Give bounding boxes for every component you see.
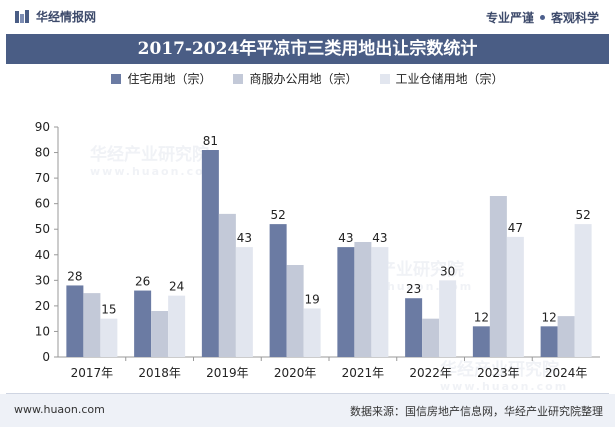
y-tick-label: 10 <box>35 324 50 338</box>
x-tick-label: 2018年 <box>138 366 181 380</box>
bar <box>235 247 253 357</box>
bar <box>303 308 321 357</box>
x-tick-label: 2020年 <box>274 366 317 380</box>
legend-swatch-residential <box>111 73 122 84</box>
bar <box>422 318 440 357</box>
bar <box>371 247 389 357</box>
legend-label-residential: 住宅用地（宗） <box>127 72 212 86</box>
data-label: 12 <box>541 310 556 324</box>
tagline-right: 客观科学 <box>550 11 599 25</box>
data-label: 52 <box>270 208 285 222</box>
watermark-url: www.huaon.com <box>440 380 569 393</box>
data-label: 52 <box>575 208 590 222</box>
watermark: 华经产业研究院 www.huaon.com <box>90 140 218 178</box>
tagline-dot-icon <box>539 15 545 20</box>
chart-legend: 住宅用地（宗） 商服办公用地（宗） 工业仓储用地（宗） <box>0 70 615 87</box>
y-tick-label: 30 <box>35 273 50 287</box>
watermark-text: 华经产业研究院 <box>90 145 209 165</box>
footer-website-link[interactable]: www.huaon.com <box>14 403 105 416</box>
x-tick-label: 2023年 <box>477 366 520 380</box>
data-label: 43 <box>338 231 353 245</box>
brand-logo[interactable]: 华经情报网 <box>14 8 96 25</box>
watermark-url: www.huaon.com <box>90 165 219 178</box>
bar <box>354 242 372 357</box>
y-tick-label: 80 <box>35 146 50 160</box>
footer-source: 数据来源：国信房地产信息网，华经产业研究院整理 <box>350 405 603 418</box>
watermark: 华经产业研究院 www.huaon.com <box>440 355 568 393</box>
x-tick-label: 2019年 <box>206 366 249 380</box>
legend-item-industrial: 工业仓储用地（宗） <box>379 70 504 87</box>
y-tick-label: 70 <box>35 171 50 185</box>
bar <box>557 316 575 357</box>
bar <box>439 280 457 357</box>
bar <box>286 265 304 357</box>
bar <box>540 326 558 357</box>
y-tick-label: 50 <box>35 222 50 236</box>
bar <box>66 285 84 357</box>
bar <box>201 150 219 357</box>
y-tick-label: 40 <box>35 248 50 262</box>
data-label: 19 <box>304 292 319 306</box>
legend-swatch-industrial <box>379 73 390 84</box>
data-label: 30 <box>440 264 455 278</box>
y-tick-label: 20 <box>35 299 50 313</box>
x-tick-label: 2017年 <box>71 366 114 380</box>
footer-divider <box>6 393 609 394</box>
data-label: 43 <box>372 231 387 245</box>
legend-label-commercial: 商服办公用地（宗） <box>249 72 358 86</box>
legend-item-commercial: 商服办公用地（宗） <box>233 70 358 87</box>
bar <box>574 224 592 357</box>
brand-name: 华经情报网 <box>36 10 97 24</box>
tagline-left: 专业严谨 <box>485 11 534 25</box>
y-tick-label: 0 <box>42 350 50 364</box>
watermark-text: 华经产业研究院 <box>440 360 559 380</box>
data-label: 26 <box>135 275 150 289</box>
data-label: 24 <box>169 280 184 294</box>
bar <box>269 224 287 357</box>
legend-label-industrial: 工业仓储用地（宗） <box>395 72 504 86</box>
data-label: 12 <box>474 310 489 324</box>
x-tick-label: 2021年 <box>342 366 385 380</box>
legend-item-residential: 住宅用地（宗） <box>111 70 211 87</box>
tagline: 专业严谨 客观科学 <box>486 9 599 26</box>
bar <box>100 318 118 357</box>
bar <box>472 326 490 357</box>
data-label: 15 <box>101 303 116 317</box>
y-tick-label: 90 <box>35 120 50 134</box>
bar <box>405 298 423 357</box>
chart-title: 2017-2024年平凉市三类用地出让宗数统计 <box>6 34 609 64</box>
data-label: 81 <box>203 134 218 148</box>
bar <box>218 213 236 357</box>
bar <box>168 295 186 357</box>
legend-swatch-commercial <box>233 73 244 84</box>
bar <box>83 293 101 357</box>
bar <box>337 247 355 357</box>
x-tick-label: 2024年 <box>545 366 588 380</box>
data-label: 23 <box>406 282 421 296</box>
bar <box>134 290 152 357</box>
footer: www.huaon.com 数据来源：国信房地产信息网，华经产业研究院整理 <box>0 394 615 427</box>
data-label: 28 <box>67 269 82 283</box>
brand-logo-icon <box>15 9 29 23</box>
bar <box>151 311 169 357</box>
data-label: 43 <box>237 231 252 245</box>
top-header: 华经情报网 专业严谨 客观科学 <box>0 0 615 34</box>
bar-chart: 0 10 20 30 40 50 60 70 80 90 28 15 2017年 26 24 2018年 81 4… <box>35 120 600 380</box>
x-tick-label: 2022年 <box>409 366 452 380</box>
y-tick-label: 60 <box>35 197 50 211</box>
bar <box>506 236 524 357</box>
bar <box>489 196 507 357</box>
data-label: 47 <box>508 221 523 235</box>
